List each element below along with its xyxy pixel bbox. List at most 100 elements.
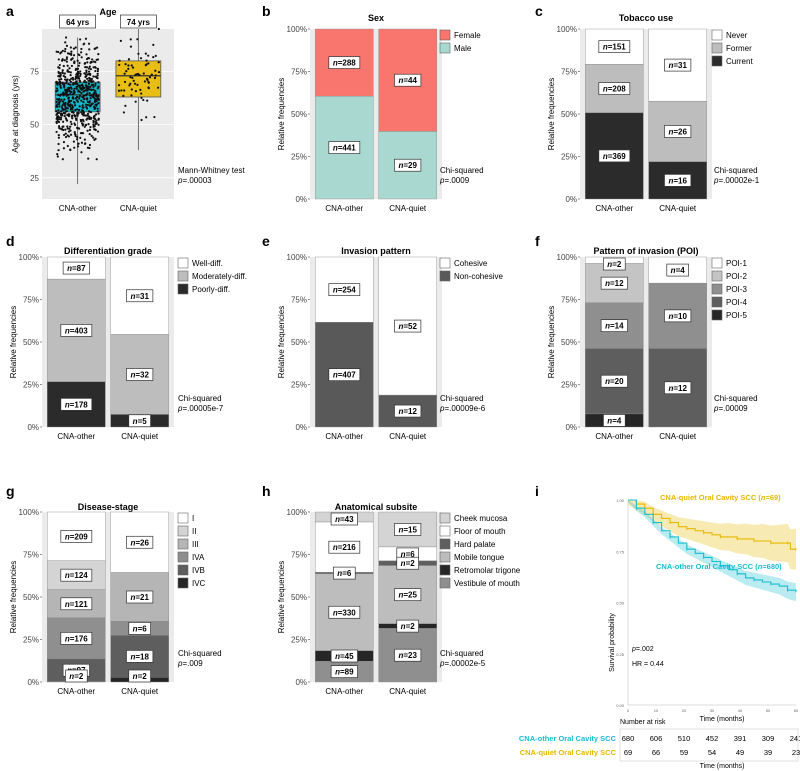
data-point (134, 90, 137, 93)
data-label: n=176 (65, 634, 88, 643)
data-point (84, 124, 87, 127)
data-point (63, 82, 66, 86)
data-point (61, 49, 64, 52)
data-label: n=15 (398, 525, 417, 534)
data-point (77, 112, 80, 115)
stat-test-label: Chi-squared (714, 394, 758, 403)
legend-swatch (711, 296, 723, 308)
data-point (88, 110, 91, 113)
legend-swatch (439, 512, 451, 524)
y-tick-label: 50% (23, 593, 39, 602)
chart-title: Tobacco use (619, 13, 673, 23)
data-point (71, 76, 74, 80)
data-label-box (666, 263, 689, 277)
y-tick-label: 0.50 (616, 601, 625, 606)
data-point (84, 114, 87, 117)
data-point (88, 92, 91, 95)
data-point (73, 60, 76, 63)
data-point (85, 69, 88, 72)
data-point (140, 96, 143, 99)
data-point (78, 90, 81, 93)
data-label-box (62, 261, 90, 275)
data-point (79, 80, 82, 83)
data-point (80, 151, 83, 154)
data-point (68, 99, 71, 102)
y-tick-label: 0% (295, 423, 307, 432)
panel-g: Disease-stage 0% 25% 50% 75% 100% Relative fre… (9, 502, 222, 696)
data-point (74, 97, 77, 100)
data-point (76, 100, 79, 103)
data-point (78, 108, 81, 112)
data-point (136, 38, 139, 41)
data-label-box (664, 174, 692, 187)
data-point (61, 72, 64, 75)
legend-label: II (192, 527, 196, 536)
data-point (81, 118, 85, 121)
legend-swatch (177, 270, 189, 282)
data-label-box (664, 125, 692, 138)
data-point (94, 75, 97, 78)
y-tick-label: 75% (23, 296, 39, 305)
chart-title: Invasion pattern (341, 246, 411, 256)
data-point (129, 45, 133, 48)
legend-swatch (177, 577, 189, 589)
data-point (67, 70, 71, 74)
data-point (147, 81, 150, 84)
y-tick-label: 25% (291, 381, 307, 390)
data-label-box (126, 289, 154, 303)
data-point (57, 93, 60, 96)
data-point (62, 140, 66, 144)
data-point (96, 87, 99, 90)
x-tick-label: 40 (738, 708, 743, 713)
data-label: n=12 (668, 384, 687, 393)
data-label: n=14 (605, 322, 624, 331)
data-point (129, 76, 132, 79)
data-point (63, 86, 66, 89)
data-point (87, 82, 91, 85)
panel-h: Anatomical subsite 0% 25% 50% 75% 100% Relativ… (277, 502, 521, 696)
data-point (72, 83, 75, 86)
data-point (97, 118, 100, 121)
data-point (68, 127, 71, 130)
data-point (127, 58, 131, 61)
data-label-box (664, 309, 692, 323)
data-point (153, 76, 157, 80)
legend-label: Moderately-diff. (192, 272, 247, 281)
risk-x-axis-label: Time (months) (700, 763, 745, 770)
y-axis-label: Relative frequencies (277, 561, 286, 633)
data-label-box (126, 590, 154, 604)
data-point (66, 127, 69, 130)
stat-p-value: p=.00009 (713, 404, 748, 413)
data-point (86, 98, 89, 101)
legend-swatch (439, 525, 451, 537)
data-point (90, 94, 93, 97)
data-point (73, 146, 76, 149)
data-point (83, 125, 86, 128)
data-point (85, 87, 89, 90)
data-label-box (396, 556, 419, 570)
data-point (64, 135, 68, 139)
data-label-box (126, 650, 154, 663)
data-label-box (598, 149, 631, 163)
data-point (81, 132, 85, 135)
data-label: n=45 (335, 652, 354, 661)
data-label: n=178 (65, 400, 88, 409)
data-point (86, 129, 89, 132)
data-point (88, 132, 91, 136)
data-point (129, 82, 132, 85)
x-tick-label: CNA-quiet (389, 204, 427, 213)
data-point (92, 123, 95, 126)
data-label: n=407 (333, 371, 356, 380)
data-point (67, 89, 71, 92)
panel-d: Differentiation grade 0% 25% 50% 75% 100% Rela… (9, 246, 247, 441)
data-point (57, 81, 60, 84)
data-point (65, 56, 69, 59)
series-label: CNA-quiet Oral Cavity SCC (n=69) (660, 493, 781, 502)
data-point (57, 136, 60, 139)
data-label: n=121 (65, 600, 88, 609)
data-point (72, 47, 76, 50)
data-point (120, 89, 123, 92)
median-label: 74 yrs (127, 18, 151, 27)
data-label: n=4 (671, 266, 686, 275)
